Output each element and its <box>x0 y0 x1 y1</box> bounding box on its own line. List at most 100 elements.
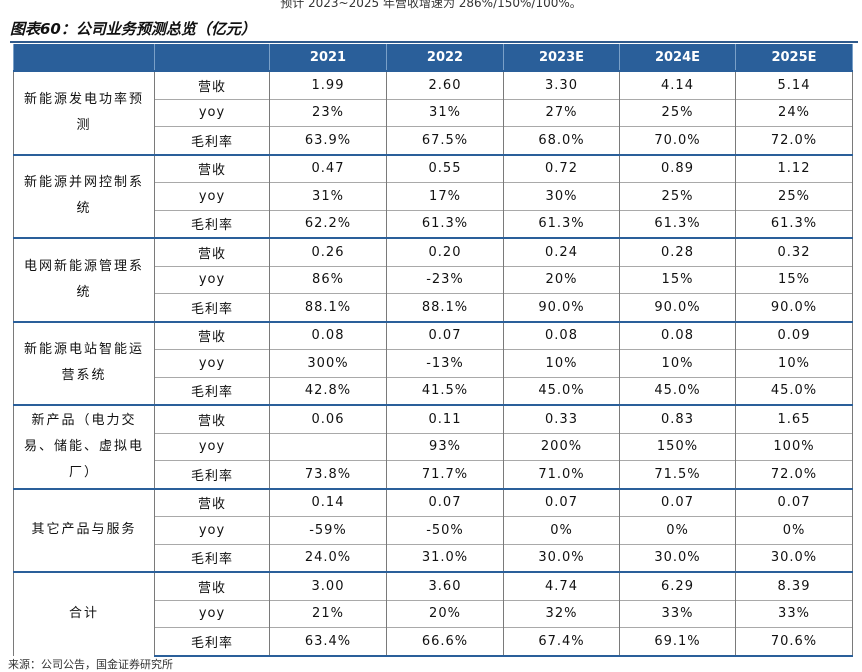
table-row: 毛利率 63.9% 67.5% 68.0% 70.0% 72.0% <box>14 126 853 155</box>
value-cell: 73.8% <box>269 460 387 489</box>
metric-label-cell: yoy <box>154 98 270 127</box>
metric-label-cell: 毛利率 <box>154 460 270 489</box>
value-cell: 100% <box>735 432 853 461</box>
metric-label-cell: 毛利率 <box>154 627 270 657</box>
value-cell: 1.65 <box>735 404 853 433</box>
value-cell: 0.07 <box>503 487 620 517</box>
metric-label-cell: 毛利率 <box>154 293 270 322</box>
value-cell: 30.0% <box>619 543 736 572</box>
metric-label-cell: 营收 <box>154 487 270 517</box>
value-cell: 61.3% <box>503 209 620 238</box>
title-divider <box>10 41 858 43</box>
header-cell-2024e: 2024E <box>619 44 736 71</box>
table-row: 电网新能源管理系统 营收 0.26 0.20 0.24 0.28 0.32 <box>13 237 853 322</box>
value-cell: 200% <box>503 432 620 461</box>
value-cell: 41.5% <box>386 376 504 405</box>
value-cell: 4.14 <box>619 70 736 99</box>
value-cell: 17% <box>386 182 504 210</box>
segment-name-cell: 新能源并网控制系统 <box>13 153 155 238</box>
value-cell: 0.08 <box>503 320 620 350</box>
segment-name-cell: 新能源发电功率预测 <box>13 70 155 155</box>
value-cell: 70.6% <box>735 627 853 657</box>
value-cell: 72.0% <box>735 126 853 155</box>
value-cell: 42.8% <box>269 376 387 405</box>
value-cell: 71.5% <box>619 460 736 489</box>
header-cell-2021: 2021 <box>269 44 387 71</box>
value-cell: 27% <box>503 98 620 127</box>
value-cell: 6.29 <box>619 571 736 600</box>
segment-name-cell: 新能源电站智能运营系统 <box>13 320 155 405</box>
value-cell: 30.0% <box>503 543 620 572</box>
value-cell: 5.14 <box>735 70 853 99</box>
value-cell: 67.5% <box>386 126 504 155</box>
forecast-table: 2021 2022 2023E 2024E 2025E 新能源发电功率预测 营收 1… <box>13 44 853 657</box>
segment-name-cell: 其它产品与服务 <box>13 487 155 572</box>
value-cell: 61.3% <box>619 209 736 238</box>
value-cell: 30.0% <box>735 543 853 572</box>
value-cell: -50% <box>386 516 504 544</box>
value-cell: 31% <box>386 98 504 127</box>
table-row: 毛利率 63.4% 66.6% 67.4% 69.1% 70.6% <box>14 627 853 657</box>
value-cell: 61.3% <box>735 209 853 238</box>
header-cell-2022: 2022 <box>386 44 504 71</box>
value-cell: 88.1% <box>386 293 504 322</box>
value-cell: 33% <box>619 599 736 628</box>
value-cell: 4.74 <box>503 571 620 600</box>
metric-label-cell: 毛利率 <box>154 209 270 238</box>
table-row: yoy 31% 17% 30% 25% 25% <box>14 182 853 210</box>
value-cell: 32% <box>503 599 620 628</box>
value-cell: 20% <box>386 599 504 628</box>
value-cell: 1.12 <box>735 153 853 183</box>
metric-label-cell: 毛利率 <box>154 376 270 405</box>
table-body: 新能源发电功率预测 营收 1.99 2.60 3.30 4.14 5.14 yoy 23% 31%… <box>13 70 853 657</box>
value-cell: 0.08 <box>619 320 736 350</box>
value-cell: 0.20 <box>386 237 504 266</box>
metric-label-cell: yoy <box>154 516 270 544</box>
value-cell: 0% <box>735 516 853 544</box>
value-cell: 300% <box>269 349 387 377</box>
header-cell-2025e: 2025E <box>735 44 853 71</box>
value-cell: 90.0% <box>619 293 736 322</box>
value-cell: 15% <box>619 265 736 294</box>
value-cell: 150% <box>619 432 736 461</box>
value-cell: 45.0% <box>503 376 620 405</box>
value-cell: 8.39 <box>735 571 853 600</box>
metric-label-cell: 营收 <box>154 571 270 600</box>
value-cell: 0.28 <box>619 237 736 266</box>
table-row: 新产品（电力交易、储能、虚拟电厂） 营收 0.06 0.11 0.33 0.83 1.65 <box>13 404 853 489</box>
value-cell: 61.3% <box>386 209 504 238</box>
value-cell: 2.60 <box>386 70 504 99</box>
table-row: 毛利率 42.8% 41.5% 45.0% 45.0% 45.0% <box>14 376 853 405</box>
value-cell: 0.14 <box>269 487 387 517</box>
value-cell: 0.33 <box>503 404 620 433</box>
value-cell: 0.06 <box>269 404 387 433</box>
value-cell: 0.11 <box>386 404 504 433</box>
metric-label-cell: 营收 <box>154 320 270 350</box>
value-cell: 0.07 <box>619 487 736 517</box>
top-text-fragment: 预计 2023~2025 年营收增速为 286%/150%/100%。 <box>280 0 582 10</box>
value-cell: 71.0% <box>503 460 620 489</box>
table-row: yoy 23% 31% 27% 25% 24% <box>14 98 853 127</box>
segment-name-cell: 新产品（电力交易、储能、虚拟电厂） <box>13 404 155 489</box>
segment-name-cell: 电网新能源管理系统 <box>13 237 155 322</box>
value-cell: 20% <box>503 265 620 294</box>
header-row: 2021 2022 2023E 2024E 2025E <box>13 44 853 71</box>
value-cell: 0.83 <box>619 404 736 433</box>
value-cell: 0.55 <box>386 153 504 183</box>
value-cell: 1.99 <box>269 70 387 99</box>
value-cell: 25% <box>735 182 853 210</box>
metric-label-cell: 营收 <box>154 404 270 433</box>
metric-label-cell: yoy <box>154 182 270 210</box>
table-row: 新能源并网控制系统 营收 0.47 0.55 0.72 0.89 1.12 <box>13 153 853 238</box>
value-cell: 67.4% <box>503 627 620 657</box>
value-cell: 63.4% <box>269 627 387 657</box>
value-cell: 66.6% <box>386 627 504 657</box>
value-cell: 45.0% <box>619 376 736 405</box>
value-cell: 31% <box>269 182 387 210</box>
value-cell: 21% <box>269 599 387 628</box>
value-cell: -59% <box>269 516 387 544</box>
table-row: 毛利率 24.0% 31.0% 30.0% 30.0% 30.0% <box>14 543 853 572</box>
value-cell: 0.47 <box>269 153 387 183</box>
metric-label-cell: 营收 <box>154 153 270 183</box>
value-cell: 0% <box>619 516 736 544</box>
